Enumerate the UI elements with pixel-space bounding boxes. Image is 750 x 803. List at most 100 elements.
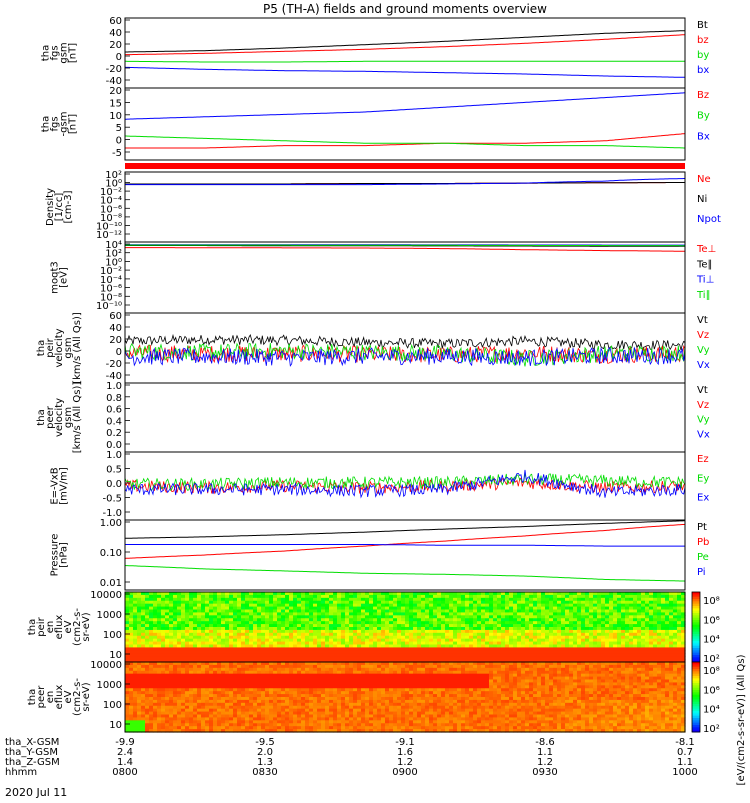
series-line-fgm2-Bx <box>125 93 685 119</box>
series-line-pressure-Pe <box>125 566 685 582</box>
ytick-label-pressure: 1.00 <box>100 518 122 529</box>
ylabel-pressure: Pressure[nPa] <box>50 534 70 577</box>
series-line-fgm2-By <box>125 136 685 148</box>
ytick-label-pressure: 0.10 <box>100 548 122 559</box>
ytick-label-peir_spec: 1000 <box>97 610 122 621</box>
ytick-label-fgm1: 40 <box>109 28 122 39</box>
legend-fgm1-bz: bz <box>697 35 709 46</box>
legend-peer_vel-Vx: Vx <box>697 429 710 440</box>
series-line-temp-Te⊥ <box>125 248 685 252</box>
ylabel-line: [nT] <box>68 114 79 134</box>
series-line-pressure-Pb <box>125 524 685 558</box>
legend-efield-Ex: Ex <box>697 493 709 504</box>
legend-fgm1-by: by <box>697 50 709 61</box>
ytick-label-peir_spec: 100 <box>103 630 122 641</box>
legend-peir_vel-Vy: Vy <box>697 345 710 356</box>
plot-title: P5 (TH-A) fields and ground moments over… <box>263 2 547 16</box>
panel-frame <box>125 242 685 313</box>
ytick-label-peir_vel: 40 <box>109 323 122 334</box>
series-line-density-Ni <box>125 183 685 185</box>
legend-peir_vel-Vz: Vz <box>697 330 709 341</box>
series-line-pressure-Pt <box>125 521 685 539</box>
legend-fgm1-bx: bx <box>697 65 709 76</box>
panel-density: NeNiNpot10²10⁰10⁻²10⁻⁴10⁻⁶10⁻⁸10⁻¹⁰10⁻¹²… <box>45 170 721 242</box>
series-line-fgm1-bz <box>125 35 685 55</box>
ylabel-line: [nT] <box>68 43 79 63</box>
panel-peer_spec: 10000100010010thapeerenefluxeV(cm2-s-sr-… <box>27 660 686 733</box>
ytick-label-peer_vel: 0.6 <box>106 405 122 416</box>
ytick-label-fgm2: -5 <box>112 148 122 159</box>
legend-pressure-Pi: Pi <box>697 567 706 578</box>
series-line-fgm1-Bt <box>125 31 685 52</box>
ytick-label-efield: -0.5 <box>102 494 122 505</box>
ytick-label-efield: 1.0 <box>106 450 122 461</box>
ylabel-line: [km/s (All Qs)] <box>72 382 83 454</box>
ytick-label-peir_spec: 10000 <box>90 590 122 601</box>
panel-temp: Te⊥Te∥Ti⊥Ti∥10⁴10²10⁰10⁻²10⁻⁴10⁻⁶10⁻⁸10⁻… <box>50 240 717 313</box>
legend-fgm2-By: By <box>697 111 710 122</box>
ylabel-density: Density[1/cc][cm-3] <box>45 188 74 226</box>
legend-temp-Te∥: Te∥ <box>696 259 713 270</box>
ytick-label-fgm1: 20 <box>109 40 122 51</box>
legend-temp-Te⊥: Te⊥ <box>696 244 716 255</box>
ytick-label-fgm1: 0 <box>116 52 122 63</box>
legend-peir_vel-Vx: Vx <box>697 360 710 371</box>
legend-peer_vel-Vy: Vy <box>697 415 710 426</box>
legend-temp-Ti⊥: Ti⊥ <box>696 275 714 286</box>
legend-fgm1-Bt: Bt <box>697 20 708 31</box>
ytick-label-fgm2: 10 <box>109 111 122 122</box>
ylabel-line: [km/s (All Qs)] <box>72 312 83 384</box>
ytick-label-fgm2: 20 <box>109 86 122 97</box>
panel-peir_vel: VtVzVyVx6040200-20-40thapeirvelocitygsm[… <box>36 311 710 384</box>
ylabel-line: sr-eV) <box>81 612 92 641</box>
series-line-fgm1-by <box>125 61 685 62</box>
spectrogram-peer_spec <box>125 662 686 733</box>
ytick-label-peir_vel: 60 <box>109 311 122 322</box>
panel-peer_vel: VtVzVyVx1.00.80.60.40.20.0thapeervelocit… <box>36 381 710 453</box>
legend-peir_vel-Vt: Vt <box>697 315 708 326</box>
legend-fgm2-Bx: Bx <box>697 131 710 142</box>
legend-pressure-Pe: Pe <box>697 552 709 563</box>
series-line-fgm1-bx <box>125 67 685 77</box>
legend-efield-Ey: Ey <box>697 473 709 484</box>
ylabel-efield: E=-VxB[mV/m] <box>50 467 70 505</box>
ytick-label-fgm2: 15 <box>109 98 122 109</box>
ytick-label-peer_vel: 0.8 <box>106 393 122 404</box>
ytick-label-fgm2: 5 <box>116 123 122 134</box>
ytick-label-efield: 0.5 <box>106 465 122 476</box>
legend-peer_vel-Vt: Vt <box>697 385 708 396</box>
legend-temp-Ti∥: Ti∥ <box>696 290 711 301</box>
series-line-pressure-Pi <box>125 545 685 547</box>
ytick-label-efield: 0.0 <box>106 479 122 490</box>
ylabel-line: [cm-3] <box>63 190 74 223</box>
ylabel-line: [eV] <box>59 267 70 288</box>
ytick-label-fgm1: 60 <box>109 16 122 27</box>
ytick-label-peer_vel: 0.2 <box>106 428 122 439</box>
legend-pressure-Pt: Pt <box>697 522 707 533</box>
ytick-label-fgm1: -20 <box>106 64 122 75</box>
legend-pressure-Pb: Pb <box>697 537 709 548</box>
legend-fgm2-Bz: Bz <box>697 90 709 101</box>
ytick-label-peer_vel: 1.0 <box>106 381 122 392</box>
ylabel-line: [nPa] <box>59 542 70 568</box>
legend-peer_vel-Vz: Vz <box>697 400 709 411</box>
legend-efield-Ez: Ez <box>697 454 709 465</box>
ytick-label-peir_vel: -20 <box>106 359 122 370</box>
panel-frame <box>125 383 685 452</box>
ylabel-temp: moqt3[eV] <box>50 261 70 294</box>
ytick-label-peer_vel: 0.4 <box>106 416 122 427</box>
legend-density-Npot: Npot <box>697 214 721 225</box>
spectrogram-peir_spec <box>125 592 686 663</box>
panel-frame <box>125 88 685 160</box>
ylabel-line: [mV/m] <box>59 467 70 505</box>
